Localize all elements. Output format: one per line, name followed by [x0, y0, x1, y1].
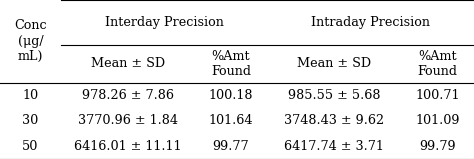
Text: 100.18: 100.18 — [209, 89, 253, 102]
Text: 10: 10 — [22, 89, 38, 102]
Text: 101.09: 101.09 — [415, 114, 460, 127]
Text: 978.26 ± 7.86: 978.26 ± 7.86 — [82, 89, 173, 102]
Text: Intraday Precision: Intraday Precision — [311, 16, 430, 29]
Text: %Amt
Found: %Amt Found — [418, 50, 457, 78]
Text: Mean ± SD: Mean ± SD — [297, 57, 371, 70]
Text: 99.79: 99.79 — [419, 140, 456, 153]
Text: 101.64: 101.64 — [209, 114, 253, 127]
Text: 6417.74 ± 3.71: 6417.74 ± 3.71 — [284, 140, 384, 153]
Text: Interday Precision: Interday Precision — [105, 16, 224, 29]
Text: 3748.43 ± 9.62: 3748.43 ± 9.62 — [284, 114, 384, 127]
Text: 99.77: 99.77 — [213, 140, 249, 153]
Text: 50: 50 — [22, 140, 38, 153]
Text: Conc
(μg/
mL): Conc (μg/ mL) — [14, 19, 47, 63]
Text: 3770.96 ± 1.84: 3770.96 ± 1.84 — [78, 114, 178, 127]
Text: 30: 30 — [22, 114, 38, 127]
Text: 985.55 ± 5.68: 985.55 ± 5.68 — [288, 89, 381, 102]
Text: %Amt
Found: %Amt Found — [211, 50, 251, 78]
Text: Mean ± SD: Mean ± SD — [91, 57, 164, 70]
Text: 100.71: 100.71 — [415, 89, 460, 102]
Text: 6416.01 ± 11.11: 6416.01 ± 11.11 — [74, 140, 182, 153]
